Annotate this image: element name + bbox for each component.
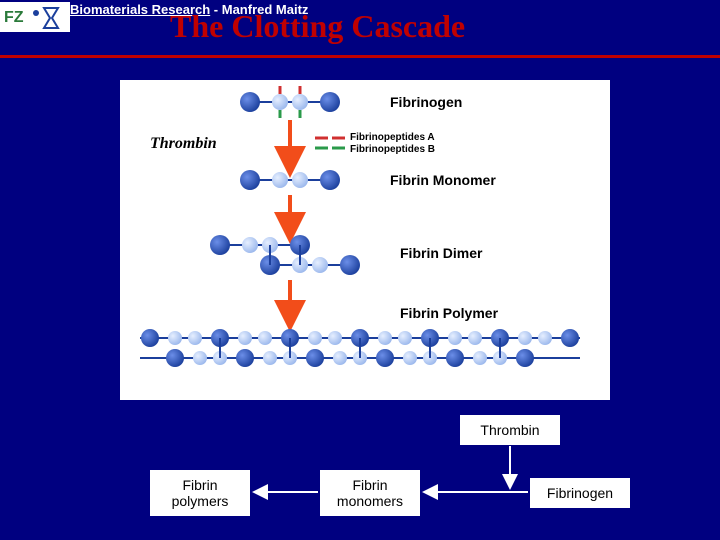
header: FZ Biomaterials Research - Manfred Maitz… [0,0,720,58]
label-polymer: Fibrin Polymer [400,305,498,321]
diagram-svg [120,80,610,400]
label-fpB: Fibrinopeptides B [350,144,435,155]
fibrin-dimer-molecule [210,235,360,275]
logo: FZ [0,2,70,32]
diagram: Fibrinogen Thrombin Fibrinopeptides A Fi… [120,80,610,400]
fibrin-monomer-molecule [240,170,340,190]
label-fpA: Fibrinopeptides A [350,132,435,143]
label-monomer: Fibrin Monomer [390,172,496,188]
flow-arrows [0,400,720,540]
svg-text:FZ: FZ [4,9,24,26]
label-dimer: Fibrin Dimer [400,245,482,261]
fibrinogen-molecule [240,86,340,118]
page-title: The Clotting Cascade [170,8,465,45]
label-thrombin: Thrombin [150,135,217,153]
label-fibrinogen: Fibrinogen [390,94,462,110]
fibrin-polymer-molecule [140,329,580,367]
